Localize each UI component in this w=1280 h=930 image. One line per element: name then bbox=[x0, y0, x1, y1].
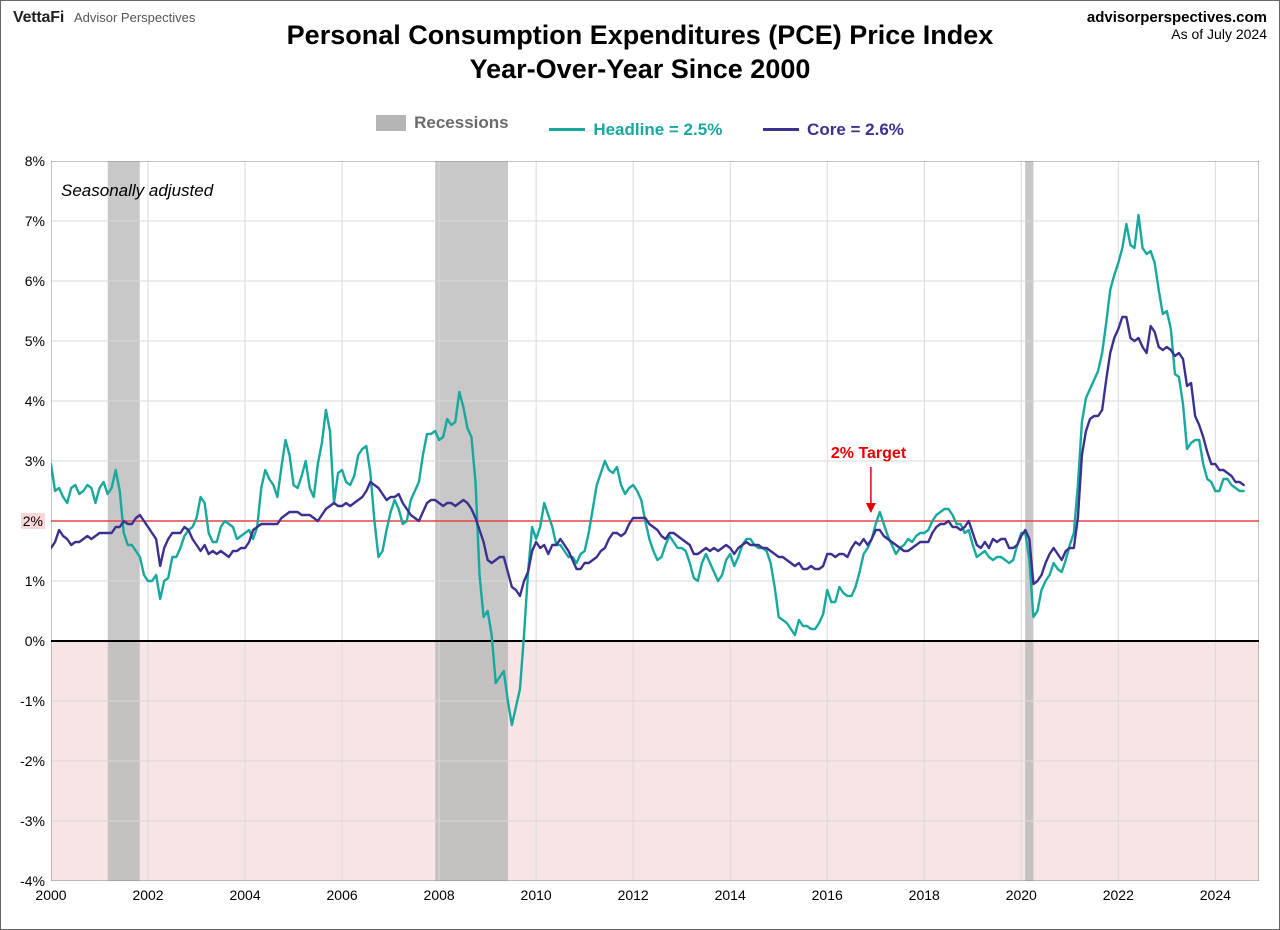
y-tick-label: 5% bbox=[25, 333, 45, 349]
legend-core-label: Core = 2.6% bbox=[807, 120, 904, 140]
y-tick-label: 1% bbox=[25, 573, 45, 589]
x-tick-label: 2016 bbox=[812, 887, 843, 903]
target-label: 2% Target bbox=[831, 445, 906, 463]
x-axis-labels: 2000200220042006200820102012201420162018… bbox=[51, 887, 1259, 917]
x-tick-label: 2020 bbox=[1006, 887, 1037, 903]
chart-frame: VettaFi Advisor Perspectives advisorpers… bbox=[0, 0, 1280, 930]
title-line1: Personal Consumption Expenditures (PCE) … bbox=[1, 19, 1279, 53]
x-tick-label: 2002 bbox=[132, 887, 163, 903]
x-tick-label: 2022 bbox=[1103, 887, 1134, 903]
y-tick-label: 6% bbox=[25, 273, 45, 289]
legend-headline-swatch bbox=[549, 128, 585, 131]
y-tick-label: 8% bbox=[25, 153, 45, 169]
x-tick-label: 2004 bbox=[229, 887, 260, 903]
x-tick-label: 2018 bbox=[909, 887, 940, 903]
title-line2: Year-Over-Year Since 2000 bbox=[1, 53, 1279, 87]
chart-title: Personal Consumption Expenditures (PCE) … bbox=[1, 19, 1279, 87]
legend-recessions: Recessions bbox=[376, 113, 509, 133]
legend-recessions-label: Recessions bbox=[414, 113, 509, 133]
legend-recessions-swatch bbox=[376, 115, 406, 131]
x-tick-label: 2010 bbox=[521, 887, 552, 903]
y-axis-labels: -4%-3%-2%-1%0%1%2%3%4%5%6%7%8% bbox=[1, 161, 45, 881]
x-tick-label: 2000 bbox=[35, 887, 66, 903]
legend-headline: Headline = 2.5% bbox=[549, 120, 722, 140]
y-tick-label: -2% bbox=[20, 753, 45, 769]
x-tick-label: 2008 bbox=[424, 887, 455, 903]
seasonal-note: Seasonally adjusted bbox=[61, 181, 213, 201]
y-tick-label: -1% bbox=[20, 693, 45, 709]
y-tick-label: 0% bbox=[25, 633, 45, 649]
legend: Recessions Headline = 2.5% Core = 2.6% bbox=[1, 113, 1279, 140]
plot-area bbox=[51, 161, 1259, 881]
y-tick-label: -3% bbox=[20, 813, 45, 829]
legend-core-swatch bbox=[763, 128, 799, 131]
x-tick-label: 2012 bbox=[618, 887, 649, 903]
x-tick-label: 2024 bbox=[1200, 887, 1231, 903]
y-tick-label: 3% bbox=[25, 453, 45, 469]
legend-headline-label: Headline = 2.5% bbox=[593, 120, 722, 140]
x-tick-label: 2006 bbox=[327, 887, 358, 903]
x-tick-label: 2014 bbox=[715, 887, 746, 903]
y-tick-label: 7% bbox=[25, 213, 45, 229]
legend-core: Core = 2.6% bbox=[763, 120, 904, 140]
y-tick-label: 2% bbox=[21, 513, 45, 529]
y-tick-label: 4% bbox=[25, 393, 45, 409]
